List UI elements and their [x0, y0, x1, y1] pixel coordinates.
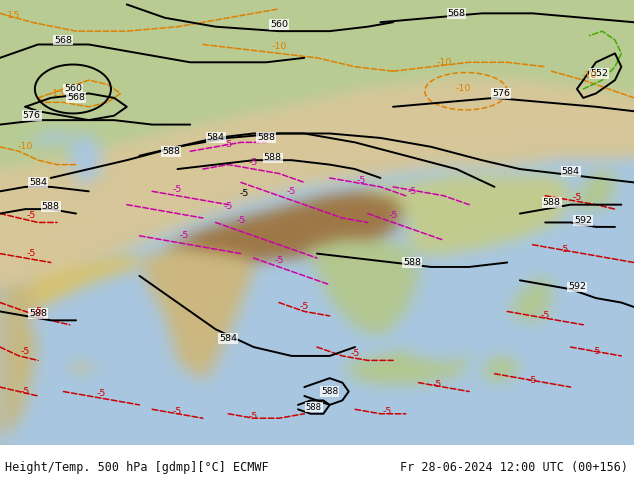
Text: -5: -5 [21, 387, 30, 396]
Text: -5: -5 [275, 256, 283, 265]
Text: 588: 588 [403, 258, 421, 267]
Text: -5: -5 [240, 189, 249, 198]
Text: 584: 584 [219, 334, 237, 343]
Text: -10: -10 [436, 58, 451, 67]
Text: 576: 576 [492, 89, 510, 98]
Text: -5: -5 [592, 347, 600, 356]
Text: 588: 588 [29, 309, 47, 318]
Text: -5: -5 [408, 187, 417, 196]
Text: 560: 560 [64, 84, 82, 94]
Text: -5: -5 [249, 412, 258, 420]
Text: 568: 568 [67, 94, 85, 102]
Text: -5: -5 [97, 389, 106, 398]
Text: -5: -5 [34, 307, 42, 316]
Text: 588: 588 [306, 403, 322, 412]
Text: -5: -5 [389, 211, 398, 220]
Text: 552: 552 [590, 69, 608, 78]
Text: -5: -5 [173, 407, 182, 416]
Text: 588: 588 [42, 202, 60, 211]
Text: 588: 588 [321, 387, 339, 396]
Text: -5: -5 [236, 216, 245, 225]
Text: -5: -5 [300, 302, 309, 312]
Text: -5: -5 [27, 249, 36, 258]
Text: 584: 584 [207, 133, 224, 143]
Text: 568: 568 [55, 36, 72, 45]
Text: -15: -15 [5, 11, 20, 20]
Text: -5: -5 [433, 380, 442, 390]
Text: -5: -5 [179, 231, 188, 240]
Text: -5: -5 [382, 407, 391, 416]
Text: -5: -5 [173, 185, 182, 194]
Text: 588: 588 [162, 147, 180, 156]
Text: -5: -5 [224, 202, 233, 211]
Text: 588: 588 [257, 133, 275, 143]
Text: -5: -5 [351, 349, 359, 358]
Text: 588: 588 [264, 153, 281, 163]
Text: 576: 576 [23, 111, 41, 120]
Text: -10: -10 [582, 71, 597, 80]
Text: -5: -5 [357, 176, 366, 185]
Text: 568: 568 [448, 9, 465, 18]
Text: -10: -10 [455, 84, 470, 94]
Text: Fr 28-06-2024 12:00 UTC (00+156): Fr 28-06-2024 12:00 UTC (00+156) [399, 461, 628, 474]
Text: -5: -5 [573, 194, 581, 202]
Text: 588: 588 [543, 198, 560, 207]
Text: -5: -5 [224, 140, 233, 149]
Text: -15: -15 [49, 89, 65, 98]
Text: 560: 560 [270, 20, 288, 29]
Text: -5: -5 [528, 376, 537, 385]
Text: -10: -10 [271, 42, 287, 51]
Text: -5: -5 [287, 187, 296, 196]
Text: -5: -5 [541, 311, 550, 320]
Text: 584: 584 [29, 178, 47, 187]
Text: Height/Temp. 500 hPa [gdmp][°C] ECMWF: Height/Temp. 500 hPa [gdmp][°C] ECMWF [5, 461, 269, 474]
Text: -5: -5 [27, 211, 36, 220]
Text: 592: 592 [568, 282, 586, 292]
Text: -5: -5 [249, 158, 258, 167]
Text: -10: -10 [18, 142, 33, 151]
Text: -5: -5 [21, 347, 30, 356]
Text: 584: 584 [562, 167, 579, 176]
Text: 592: 592 [574, 216, 592, 225]
Text: -5: -5 [560, 245, 569, 254]
